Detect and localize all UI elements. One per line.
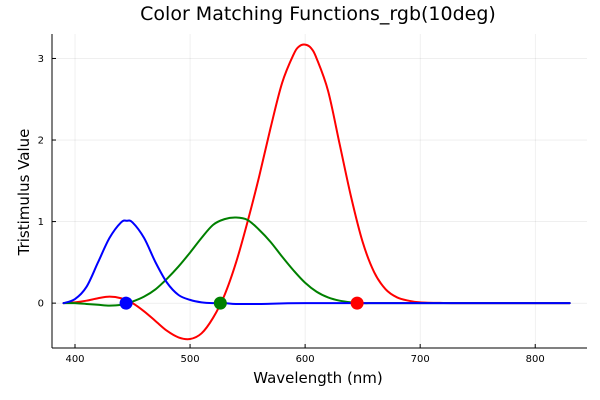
x-axis-label: Wavelength (nm) bbox=[253, 369, 383, 387]
red-primary-marker bbox=[350, 296, 364, 310]
series-lines bbox=[62, 43, 571, 341]
y-tick-label: 0 bbox=[38, 299, 44, 310]
ticks: 400 500 600 700 800 0 1 2 3 bbox=[38, 54, 545, 365]
y-tick-label: 3 bbox=[38, 54, 44, 65]
y-axis-label: Tristimulus Value bbox=[15, 129, 33, 257]
y-tick-label: 1 bbox=[38, 217, 44, 228]
chart-title: Color Matching Functions_rgb(10deg) bbox=[140, 3, 496, 25]
blue-series-line bbox=[62, 219, 571, 306]
x-tick-label: 700 bbox=[411, 354, 430, 365]
green-primary-marker bbox=[213, 296, 227, 310]
x-tick-label: 600 bbox=[296, 354, 315, 365]
x-tick-label: 400 bbox=[65, 354, 84, 365]
blue-primary-marker bbox=[119, 296, 133, 310]
x-tick-label: 500 bbox=[181, 354, 200, 365]
red-series-line bbox=[62, 43, 571, 341]
y-tick-label: 2 bbox=[38, 136, 44, 147]
x-tick-label: 800 bbox=[526, 354, 545, 365]
primary-markers bbox=[119, 296, 364, 310]
axes bbox=[51, 34, 587, 349]
